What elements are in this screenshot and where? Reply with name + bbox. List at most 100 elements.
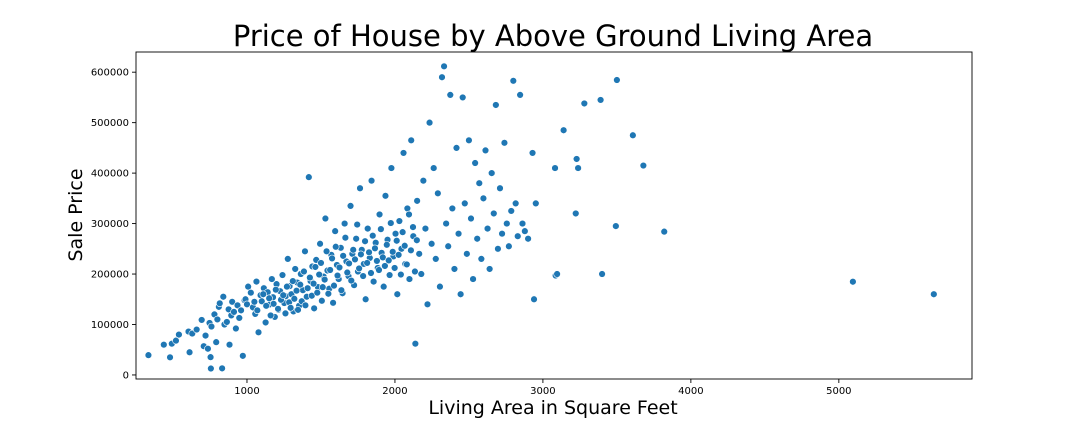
data-point (218, 364, 226, 373)
data-point (364, 224, 372, 233)
y-axis: 0 100000 200000 300000 400000 500000 600000 (91, 68, 136, 381)
data-point (328, 254, 336, 263)
data-point (269, 300, 278, 308)
data-point (477, 255, 486, 263)
x-axis-label: Living Area in Square Feet (428, 397, 677, 419)
data-point (318, 297, 326, 305)
data-point (311, 263, 320, 271)
data-point (357, 250, 365, 259)
data-point (507, 207, 515, 215)
data-point (290, 295, 299, 303)
data-point (283, 282, 291, 291)
data-point (423, 300, 432, 309)
data-point (219, 293, 227, 301)
y-tick-label: 200000 (91, 270, 129, 281)
data-point (160, 340, 168, 349)
data-point (494, 245, 502, 253)
data-point (485, 265, 494, 273)
data-point (353, 220, 361, 229)
data-point (232, 324, 240, 333)
data-point (407, 136, 415, 145)
data-point (393, 290, 402, 298)
data-point (369, 277, 378, 286)
data-point (430, 164, 438, 172)
data-point (401, 242, 409, 250)
data-point (351, 255, 359, 264)
data-point (405, 210, 413, 219)
data-point (395, 217, 404, 225)
data-point (309, 279, 318, 288)
data-point (326, 266, 334, 274)
data-point (596, 96, 605, 104)
data-point (265, 294, 273, 302)
data-point (310, 304, 318, 313)
data-point (262, 302, 270, 310)
x-axis: 1000 2000 3000 4000 5000 (234, 379, 852, 397)
data-point (514, 232, 522, 240)
data-point (385, 271, 394, 279)
data-point (413, 236, 421, 244)
data-point (301, 301, 310, 310)
data-point (237, 306, 245, 315)
data-point (228, 298, 236, 306)
data-point (434, 189, 442, 197)
data-point (247, 289, 255, 297)
data-point (320, 275, 329, 284)
data-point (490, 209, 498, 218)
y-tick-label: 0 (123, 370, 129, 381)
data-point (409, 223, 417, 231)
data-point (356, 184, 364, 192)
data-point (421, 224, 430, 233)
data-point (473, 235, 481, 243)
data-point (461, 199, 469, 208)
data-point (363, 259, 371, 267)
data-point (225, 340, 234, 349)
data-point (313, 289, 321, 297)
data-point (505, 242, 513, 250)
data-point (352, 235, 360, 243)
data-point (294, 306, 302, 314)
data-point (574, 164, 582, 172)
data-point (417, 270, 425, 278)
data-point (381, 262, 389, 270)
data-point (849, 278, 857, 286)
data-point (500, 139, 509, 147)
data-point (598, 270, 606, 278)
data-point (230, 308, 238, 316)
data-point (572, 155, 581, 163)
data-point (503, 219, 511, 228)
data-points (144, 62, 938, 373)
data-point (524, 235, 532, 243)
data-point (355, 264, 363, 273)
data-point (475, 179, 483, 187)
y-tick-label: 600000 (91, 68, 129, 79)
data-point (613, 76, 621, 84)
data-point (321, 214, 330, 223)
data-point (213, 315, 222, 324)
data-point (580, 99, 589, 108)
data-point (394, 251, 403, 259)
data-point (212, 338, 220, 346)
data-point (367, 269, 375, 277)
data-point (398, 228, 407, 236)
data-point (427, 240, 436, 248)
data-point (446, 91, 454, 99)
data-point (375, 266, 383, 274)
data-point (407, 246, 415, 255)
data-point (518, 219, 527, 228)
data-point (359, 272, 367, 280)
x-tick-label: 1000 (234, 386, 259, 397)
data-point (172, 336, 180, 345)
data-point (492, 101, 500, 109)
data-point (436, 282, 444, 291)
data-point (252, 277, 261, 286)
data-point (292, 286, 301, 295)
data-point (361, 295, 370, 303)
data-point (324, 290, 333, 298)
data-point (291, 265, 299, 273)
data-point (516, 91, 524, 99)
data-point (511, 199, 520, 208)
data-point (403, 204, 412, 213)
data-point (411, 339, 420, 348)
